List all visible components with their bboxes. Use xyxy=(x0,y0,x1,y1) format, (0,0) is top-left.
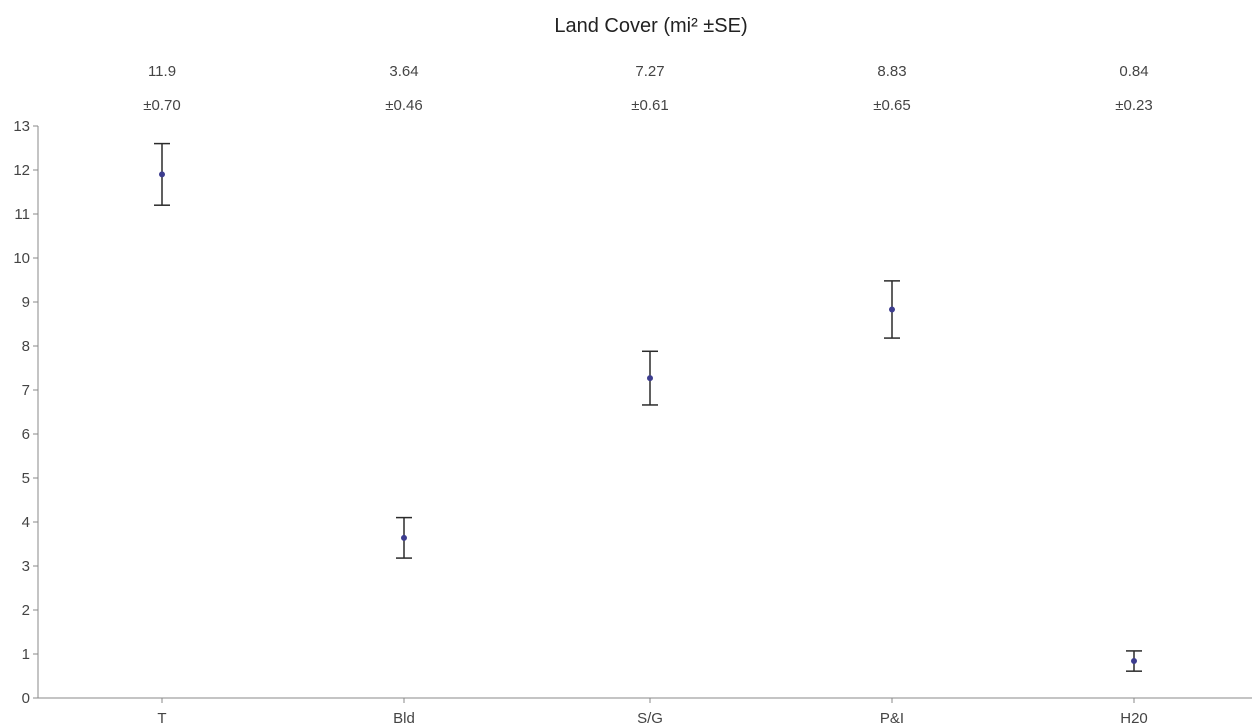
data-point-group xyxy=(154,142,170,206)
y-tick-label: 3 xyxy=(22,558,30,575)
y-tick-label: 5 xyxy=(22,470,30,487)
data-point xyxy=(401,534,407,541)
y-tick-label: 6 xyxy=(22,426,30,443)
error-label: ±0.46 xyxy=(385,97,422,114)
error-label: ±0.23 xyxy=(1115,97,1152,114)
chart-title: Land Cover (mi² ±SE) xyxy=(554,15,747,37)
x-tick-label: H20 xyxy=(1120,710,1148,727)
data-point xyxy=(647,375,653,382)
value-labels: 11.9 ±0.70 3.64 ±0.46 7.27 ±0.61 8.83 ±0.65 0.84… xyxy=(143,63,1152,114)
y-tick-label: 2 xyxy=(22,602,30,619)
y-tick-label: 0 xyxy=(22,690,30,707)
error-label: ±0.70 xyxy=(143,97,180,114)
value-label: 7.27 xyxy=(635,63,664,80)
value-label: 11.9 xyxy=(148,63,176,80)
y-tick-label: 9 xyxy=(22,294,30,311)
x-tick-label: Bld xyxy=(393,710,415,727)
y-tick-label: 8 xyxy=(22,338,30,355)
data-points xyxy=(154,142,1142,672)
data-point xyxy=(1131,658,1137,665)
y-tick-label: 10 xyxy=(13,250,30,267)
y-tick-label: 1 xyxy=(22,646,30,663)
y-tick-label: 4 xyxy=(22,514,30,531)
data-point-group xyxy=(396,516,412,559)
data-point-group xyxy=(1126,650,1142,672)
y-tick-label: 12 xyxy=(13,162,30,179)
x-tick-label: T xyxy=(157,710,166,727)
data-point-group xyxy=(642,350,658,406)
error-label: ±0.65 xyxy=(873,97,910,114)
error-label: ±0.61 xyxy=(631,97,668,114)
data-point xyxy=(159,171,165,178)
x-tick-label: S/G xyxy=(637,710,663,727)
x-tick-label: P&I xyxy=(880,710,904,727)
y-tick-label: 7 xyxy=(22,382,30,399)
value-label: 8.83 xyxy=(877,63,906,80)
data-point xyxy=(889,306,895,313)
value-label: 3.64 xyxy=(389,63,418,80)
x-axis: T Bld S/G P&I H20 xyxy=(38,697,1252,727)
data-point-group xyxy=(884,280,900,339)
y-tick-label: 11 xyxy=(14,206,30,223)
y-tick-label: 13 xyxy=(13,118,30,135)
value-label: 0.84 xyxy=(1119,63,1148,80)
